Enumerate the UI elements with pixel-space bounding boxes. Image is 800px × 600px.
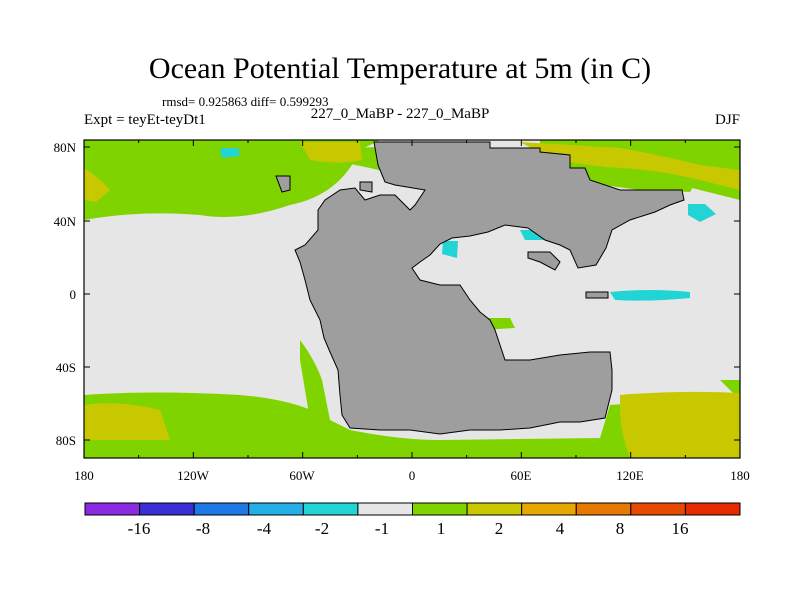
colorbar-swatch <box>357 502 413 516</box>
colorbar-swatch <box>466 502 523 516</box>
experiment-label: Expt = teyEt-teyDt1 <box>84 112 206 128</box>
x-tick-label: 180 <box>730 468 750 483</box>
x-axis-labels: 180 120W 60W 0 60E 120E 180 <box>74 468 750 483</box>
axis-ticks <box>83 140 741 458</box>
colorbar-label: 2 <box>495 519 504 538</box>
colorbar-swatch <box>521 502 577 516</box>
islands <box>275 175 609 299</box>
colorbar-swatch <box>248 502 304 516</box>
x-tick-label: 180 <box>74 468 94 483</box>
colorbar-swatch <box>630 502 686 516</box>
plot-title: Ocean Potential Temperature at 5m (in C) <box>148 52 652 85</box>
colorbar-label: -8 <box>196 519 210 538</box>
y-tick-label: 40S <box>56 360 76 375</box>
colorbar <box>84 502 741 516</box>
colorbar-label: 16 <box>672 519 689 538</box>
colorbar-swatch <box>684 502 741 516</box>
colorbar-swatch <box>84 502 141 516</box>
y-tick-label: 0 <box>70 287 77 302</box>
colorbar-swatch <box>139 502 195 516</box>
colorbar-swatch <box>575 502 632 516</box>
colorbar-label: -1 <box>375 519 389 538</box>
colorbar-label: 1 <box>437 519 446 538</box>
colorbar-label: -16 <box>128 519 151 538</box>
colorbar-label: -4 <box>257 519 272 538</box>
y-tick-label: 80N <box>54 140 77 155</box>
season-label: DJF <box>714 112 740 128</box>
colorbar-swatch <box>412 502 468 516</box>
x-tick-label: 60W <box>289 468 315 483</box>
colorbar-swatch <box>193 502 250 516</box>
y-tick-label: 40N <box>54 214 77 229</box>
comparison-label: 227_0_MaBP - 227_0_MaBP <box>310 106 490 122</box>
colorbar-labels: -16 -8 -4 -2 -1 1 2 4 8 16 <box>128 519 689 538</box>
y-tick-label: 80S <box>56 433 76 448</box>
x-tick-label: 120W <box>177 468 210 483</box>
continent-landmass <box>294 141 685 435</box>
colorbar-label: 4 <box>556 519 565 538</box>
y-axis-labels: 80N 40N 0 40S 80S <box>54 140 77 448</box>
x-tick-label: 0 <box>409 468 416 483</box>
colorbar-swatch <box>302 502 359 516</box>
stats-label: rmsd= 0.925863 diff= 0.599293 <box>162 94 329 109</box>
anomaly-yellow-regions <box>84 142 740 458</box>
x-tick-label: 120E <box>616 468 644 483</box>
colorbar-label: -2 <box>315 519 329 538</box>
colorbar-label: 8 <box>616 519 625 538</box>
x-tick-label: 60E <box>511 468 532 483</box>
